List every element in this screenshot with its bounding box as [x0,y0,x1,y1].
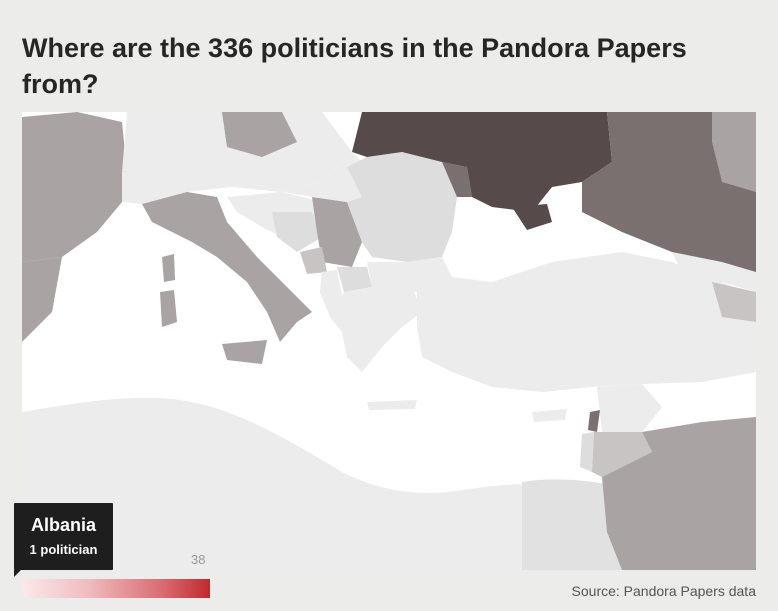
map-svg[interactable] [22,112,756,570]
region-lebanon[interactable] [588,410,600,432]
country-tooltip: Albania 1 politician [14,503,113,570]
region-serbia[interactable] [312,197,362,267]
map[interactable] [22,112,756,570]
legend-max-label: 38 [191,552,206,567]
region-ukraine[interactable] [352,112,612,212]
region-hungary[interactable] [282,152,367,202]
chart-title: Where are the 336 politicians in the Pan… [22,33,687,99]
source-note: Source: Pandora Papers data [571,583,756,599]
region-austria[interactable] [122,112,352,192]
region-montenegro[interactable] [300,247,327,274]
region-russia[interactable] [582,112,756,287]
region-turkey[interactable] [417,252,756,392]
region-egypt[interactable] [522,479,622,570]
region-saudi-arabia[interactable] [602,417,756,570]
region-syria[interactable] [597,384,662,432]
region-jordan[interactable] [592,432,652,477]
region-romania[interactable] [347,152,457,262]
region-sicily[interactable] [222,340,267,364]
tooltip-politician-count: 1 politician [29,542,98,557]
region-greece[interactable] [330,287,422,372]
region-cyprus[interactable] [532,409,567,422]
region-north-macedonia[interactable] [337,267,372,292]
region-sardinia[interactable] [160,290,177,327]
region-moldova[interactable] [442,162,472,197]
legend-color-scale [22,579,210,598]
region-crete[interactable] [367,400,417,410]
region-israel[interactable] [580,432,594,472]
region-spain[interactable] [22,257,62,342]
region-italy[interactable] [142,192,312,342]
region-corsica[interactable] [162,254,175,282]
tooltip-country-name: Albania [30,515,96,535]
region-switzerland[interactable] [122,167,187,204]
region-bosnia[interactable] [272,212,322,252]
region-belarus[interactable] [712,112,756,192]
region-france[interactable] [22,112,127,262]
region-bulgaria[interactable] [367,257,452,292]
tooltip-pointer [14,570,28,577]
region-north-africa[interactable] [22,397,582,570]
region-crimea[interactable] [512,204,552,230]
region-georgia[interactable] [672,252,756,292]
region-czechia[interactable] [222,112,297,157]
region-caucasus-south[interactable] [712,282,756,322]
